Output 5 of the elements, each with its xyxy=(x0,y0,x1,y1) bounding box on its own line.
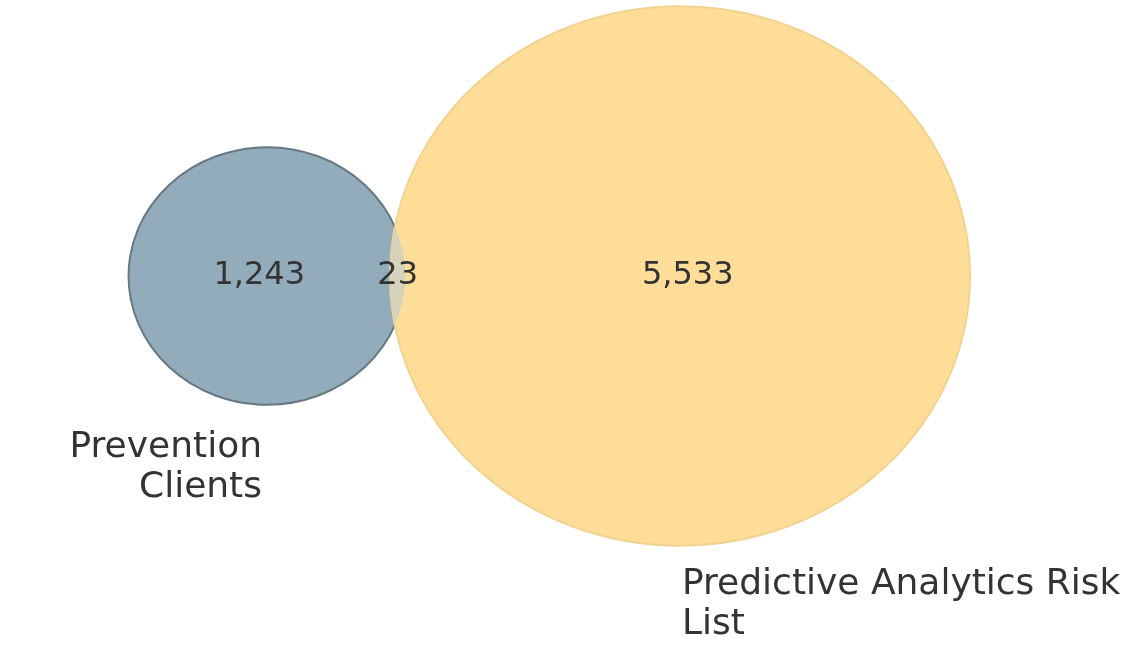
data-label: 23 xyxy=(377,254,419,293)
category-label: Prevention Clients xyxy=(69,424,262,505)
category-label: Predictive Analytics Risk List xyxy=(682,561,1121,642)
data-label: 1,243 xyxy=(213,254,306,293)
data-label: 5,533 xyxy=(641,254,734,293)
